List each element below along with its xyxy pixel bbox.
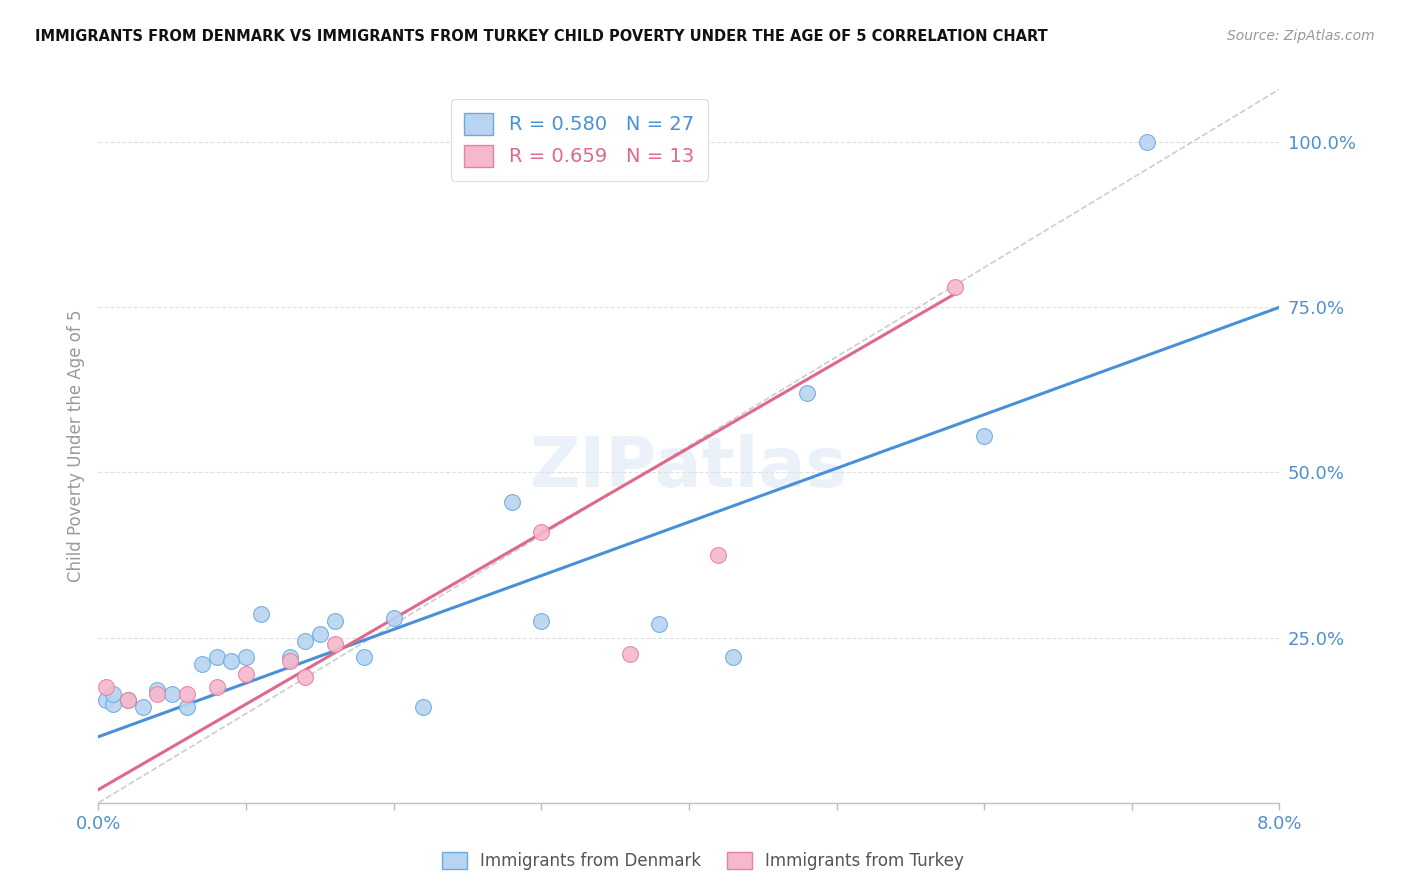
Point xyxy=(94,680,117,694)
Point xyxy=(103,687,125,701)
Legend: R = 0.580   N = 27, R = 0.659   N = 13: R = 0.580 N = 27, R = 0.659 N = 13 xyxy=(451,99,707,181)
Point xyxy=(94,693,117,707)
Point xyxy=(117,693,139,707)
Point xyxy=(1136,135,1159,149)
Point xyxy=(382,611,405,625)
Point xyxy=(221,654,243,668)
Point xyxy=(146,683,169,698)
Point xyxy=(146,687,169,701)
Point xyxy=(973,429,995,443)
Point xyxy=(294,670,316,684)
Point xyxy=(235,650,257,665)
Point xyxy=(162,687,183,701)
Point xyxy=(309,627,332,641)
Point xyxy=(205,650,228,665)
Point xyxy=(280,650,302,665)
Point xyxy=(250,607,273,622)
Point xyxy=(723,650,745,665)
Point xyxy=(294,634,316,648)
Point xyxy=(132,700,155,714)
Point xyxy=(530,524,553,539)
Point xyxy=(796,386,818,401)
Text: IMMIGRANTS FROM DENMARK VS IMMIGRANTS FROM TURKEY CHILD POVERTY UNDER THE AGE OF: IMMIGRANTS FROM DENMARK VS IMMIGRANTS FR… xyxy=(35,29,1047,44)
Point xyxy=(530,614,553,628)
Point xyxy=(323,637,346,651)
Point xyxy=(943,280,966,294)
Point xyxy=(235,667,257,681)
Point xyxy=(176,687,198,701)
Y-axis label: Child Poverty Under the Age of 5: Child Poverty Under the Age of 5 xyxy=(66,310,84,582)
Point xyxy=(117,693,139,707)
Point xyxy=(707,548,730,562)
Legend: Immigrants from Denmark, Immigrants from Turkey: Immigrants from Denmark, Immigrants from… xyxy=(436,845,970,877)
Text: Source: ZipAtlas.com: Source: ZipAtlas.com xyxy=(1227,29,1375,43)
Point xyxy=(103,697,125,711)
Point xyxy=(619,647,641,661)
Point xyxy=(191,657,214,671)
Point xyxy=(176,700,198,714)
Point xyxy=(353,650,375,665)
Point xyxy=(648,617,671,632)
Point xyxy=(205,680,228,694)
Point xyxy=(280,654,302,668)
Point xyxy=(412,700,434,714)
Text: ZIPatlas: ZIPatlas xyxy=(530,434,848,501)
Point xyxy=(501,495,523,509)
Point xyxy=(323,614,346,628)
